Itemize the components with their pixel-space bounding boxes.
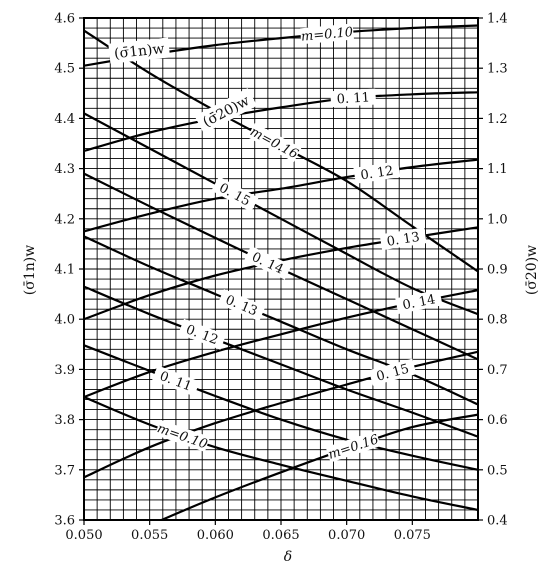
curve-label: 0. 11 xyxy=(330,88,377,108)
curve-label-bg xyxy=(299,23,355,45)
right-tick-label: 0.7 xyxy=(487,363,508,378)
curve-label-bg xyxy=(217,289,266,322)
left-tick-label: 3.9 xyxy=(54,363,75,378)
right-axis-ticks: 0.4 0.5 0.6 0.7 0.8 0.9 1.0 1.1 1.2 1.3 1.4 xyxy=(478,12,508,529)
right-tick-label: 0.9 xyxy=(487,263,508,278)
x-tick-label: 0.055 xyxy=(131,528,168,543)
x-tick-label: 0.060 xyxy=(197,528,234,543)
left-axis-ticks: 3.6 3.7 3.8 3.9 4.0 4.1 4.2 4.3 4.4 4.5 4.6 xyxy=(54,12,84,529)
left-tick-label: 3.6 xyxy=(54,514,75,529)
x-tick-label: 0.050 xyxy=(65,528,102,543)
curve-label-text: 0. 14 xyxy=(401,292,436,313)
curve-label-text: 0. 15 xyxy=(375,362,411,385)
x-tick-label: 0.075 xyxy=(394,528,431,543)
group-label-text: (σ̄1n)w xyxy=(113,41,165,62)
left-tick-label: 4.5 xyxy=(54,62,75,77)
right-tick-label: 0.5 xyxy=(487,463,508,478)
curve-label-bg xyxy=(330,88,377,108)
group-label-bg xyxy=(194,87,257,134)
x-axis-ticks: 0.050 0.055 0.060 0.065 0.070 0.075 xyxy=(65,520,431,543)
right-tick-label: 1.4 xyxy=(487,12,508,27)
right-tick-label: 1.2 xyxy=(487,112,508,127)
curve-sigma1n xyxy=(84,158,478,233)
left-tick-label: 4.6 xyxy=(54,12,75,27)
left-tick-label: 4.3 xyxy=(54,162,75,177)
curve-label-text: 0. 12 xyxy=(360,164,395,184)
curve-label-text: m=0.10 xyxy=(300,25,353,45)
left-axis-label: (σ̄1n)w xyxy=(22,245,38,295)
curve-sigma1n xyxy=(158,413,478,520)
right-tick-label: 0.6 xyxy=(487,413,508,428)
curve-label-bg xyxy=(152,365,200,397)
curve-label: 0. 13 xyxy=(379,227,427,251)
left-tick-label: 4.4 xyxy=(54,112,75,127)
right-tick-label: 1.1 xyxy=(487,162,508,177)
left-tick-label: 4.2 xyxy=(54,212,75,227)
curve-label-bg xyxy=(247,122,302,163)
curve-label-bg xyxy=(379,227,427,251)
x-axis-label: δ xyxy=(284,549,292,565)
right-tick-label: 1.0 xyxy=(487,212,508,227)
group-label-bg xyxy=(108,37,171,64)
x-tick-label: 0.070 xyxy=(328,528,365,543)
curve-label: 0. 12 xyxy=(353,161,401,184)
group-label: (σ̄20)w xyxy=(194,87,257,134)
curve-label-bg xyxy=(211,176,259,212)
left-tick-label: 4.1 xyxy=(54,263,75,278)
curve-label-bg xyxy=(154,419,211,453)
x-tick-label: 0.065 xyxy=(262,528,299,543)
curve-label-text: 0. 11 xyxy=(336,90,370,107)
left-tick-label: 3.7 xyxy=(54,463,75,478)
curve-label: m=0.10 xyxy=(299,23,355,45)
curve-label-text: 0. 13 xyxy=(386,230,421,250)
curve-sigma20 xyxy=(84,395,478,512)
left-tick-label: 4.0 xyxy=(54,313,75,328)
curve-label: 0. 15 xyxy=(211,176,259,212)
right-tick-label: 0.4 xyxy=(487,514,508,529)
group-labels: (σ̄1n)w (σ̄20)w xyxy=(108,37,257,134)
left-tick-label: 3.8 xyxy=(54,413,75,428)
curve-sigma20 xyxy=(84,112,478,316)
curve-label-bg xyxy=(395,289,443,315)
group-label: (σ̄1n)w xyxy=(108,37,171,64)
curve-label-bg xyxy=(244,245,292,280)
curve-label: 0. 14 xyxy=(395,289,443,315)
curve-sigma20 xyxy=(84,344,478,471)
curve-sigma1n xyxy=(84,91,478,153)
curve-label: 0. 15 xyxy=(368,358,417,386)
curve-label-bg xyxy=(353,161,401,184)
curve-label: m=0.16 xyxy=(247,122,302,163)
curve-label-bg xyxy=(178,318,227,350)
curve-label-bg xyxy=(325,430,381,463)
curve-label-bg xyxy=(368,358,417,386)
right-tick-label: 1.3 xyxy=(487,62,508,77)
right-tick-label: 0.8 xyxy=(487,313,508,328)
right-axis-label: (σ̄20)w xyxy=(524,245,540,295)
curve-sigma20 xyxy=(84,285,478,438)
curve-labels: m=0.100. 110. 120. 130. 140. 15m=0.16m=0… xyxy=(152,23,443,463)
